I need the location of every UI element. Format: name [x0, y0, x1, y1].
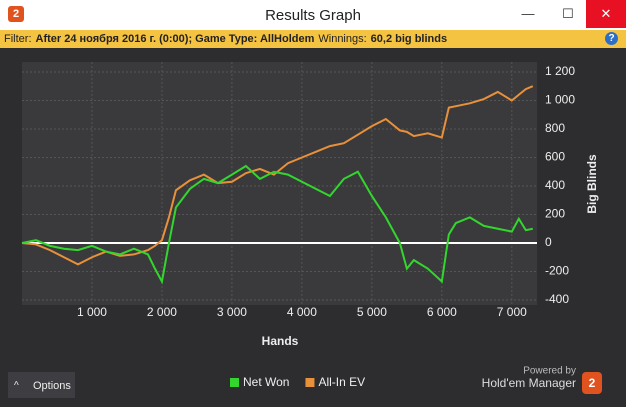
y-tick-label: -400 [545, 292, 569, 306]
filter-label: Filter: [4, 33, 32, 45]
legend-label: All-In EV [318, 375, 365, 389]
x-tick-label: 2 000 [147, 305, 177, 319]
y-tick-label: 1 000 [545, 93, 575, 107]
series-line [21, 164, 534, 285]
legend-swatch [230, 378, 239, 387]
y-tick-label: 200 [545, 207, 565, 221]
title-bar: 2 Results Graph — ☐ ✕ [0, 0, 626, 30]
x-tick-label: 5 000 [357, 305, 387, 319]
window-title: Results Graph [265, 7, 361, 24]
y-tick-label: 600 [545, 150, 565, 164]
y-tick-label: 0 [545, 235, 552, 249]
x-tick-label: 7 000 [497, 305, 527, 319]
y-tick-label: -200 [545, 264, 569, 278]
minimize-button[interactable]: — [521, 6, 535, 21]
footer-logo [582, 372, 602, 394]
options-background[interactable] [8, 372, 75, 398]
powered-by: Powered by [523, 366, 576, 377]
series-line [21, 85, 534, 266]
options-button[interactable]: ^ Options [8, 372, 75, 398]
x-axis-label: Hands [262, 334, 299, 348]
winnings-label: Winnings: [318, 33, 367, 45]
x-tick-label: 1 000 [77, 305, 107, 319]
x-tick-label: 4 000 [287, 305, 317, 319]
y-axis-label: Big Blinds [585, 154, 599, 214]
x-tick-label: 3 000 [217, 305, 247, 319]
chart: Hands Big Blinds ^ Options Powered by Ho… [0, 48, 626, 407]
close-button[interactable]: ✕ [586, 0, 626, 28]
options-label[interactable]: Options [33, 380, 71, 392]
filter-bar: Filter: After 24 ноября 2016 г. (0:00); G… [0, 30, 626, 48]
winnings-value: 60,2 big blinds [370, 33, 448, 45]
y-tick-label: 800 [545, 121, 565, 135]
legend-swatch [305, 378, 315, 387]
legend-label: Net Won [243, 375, 289, 389]
options-arrow[interactable]: ^ [14, 381, 19, 392]
x-tick-label: 6 000 [427, 305, 457, 319]
maximize-button[interactable]: ☐ [562, 6, 574, 21]
filter-text: After 24 ноября 2016 г. (0:00); Game Typ… [35, 33, 315, 45]
y-tick-label: 1 200 [545, 64, 575, 78]
footer-logo-text: 2 [589, 376, 596, 390]
help-button[interactable]: ? [605, 32, 618, 45]
y-tick-label: 400 [545, 178, 565, 192]
plot-area [22, 62, 537, 305]
product-name: Hold'em Manager [482, 376, 576, 390]
app-logo: 2 [8, 6, 24, 22]
